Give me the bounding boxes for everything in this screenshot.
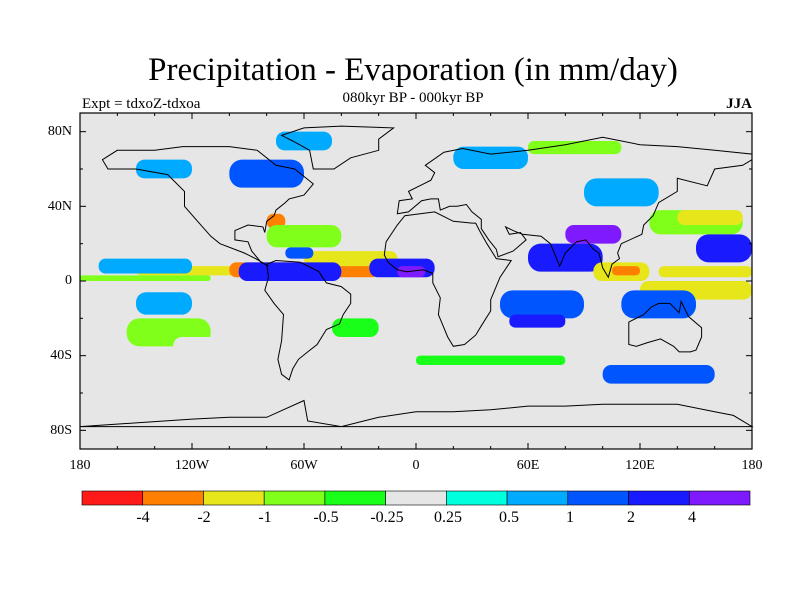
chart-title: Precipitation - Evaporation (in mm/day) [148, 52, 678, 88]
colorbar-label-8: 1 [566, 509, 574, 526]
field-patch-15 [332, 318, 379, 337]
colorbar-swatch-6 [385, 490, 447, 506]
field-patch-26 [696, 234, 752, 263]
colorbar-label-10: 4 [688, 509, 696, 526]
field-patch-7 [266, 225, 342, 248]
field-patch-9 [285, 247, 314, 259]
colorbar-swatch-9 [567, 490, 629, 506]
coastline-5 [628, 299, 703, 353]
lat-label-80s: 80S [50, 423, 72, 438]
colorbar-label-6: 0.25 [434, 509, 462, 526]
coastline-2 [264, 259, 352, 381]
colorbar-swatch-4 [263, 490, 326, 506]
field-patch-18 [500, 290, 584, 319]
colorbar [81, 490, 751, 506]
field-patch-27 [621, 290, 696, 319]
field-patch-34 [80, 374, 752, 393]
lon-label-180e: 180 [741, 458, 763, 473]
colorbar-swatch-5 [324, 490, 386, 506]
field-patch-2 [80, 275, 211, 281]
season-label: JJA [726, 96, 752, 112]
colorbar-label-1: -4 [136, 509, 150, 526]
colorbar-swatch-2 [142, 490, 204, 506]
field-patch-17 [565, 225, 622, 244]
coastline-4 [396, 136, 753, 279]
colorbar-label-2: -2 [197, 509, 211, 526]
field-patch-31 [453, 146, 528, 169]
field-patch-23 [658, 266, 752, 278]
field-patch-32 [528, 141, 622, 155]
field-patch-8 [238, 262, 342, 281]
colorbar-label-5: -0.25 [370, 509, 404, 526]
lon-label-0: 0 [412, 458, 420, 473]
colorbar-label-7: 0.5 [499, 509, 519, 526]
colorbar-swatch-8 [506, 490, 569, 506]
field-patch-3 [98, 258, 192, 274]
field-patch-12 [136, 292, 192, 315]
field-patch-29 [229, 159, 304, 188]
field-patch-35 [416, 355, 566, 365]
colorbar-swatch-1 [81, 490, 144, 506]
coastline-3 [383, 211, 513, 347]
map-layer [80, 113, 752, 449]
lon-label-180w: 180 [69, 458, 91, 473]
lon-label-60e: 60E [516, 458, 540, 473]
lon-label-120e: 120E [625, 458, 655, 473]
lat-label-40s: 40S [50, 348, 72, 363]
field-patch-28 [584, 178, 659, 207]
lon-label-60w: 60W [290, 458, 318, 473]
colorbar-swatch-7 [446, 490, 508, 506]
colorbar-label-3: -1 [258, 509, 272, 526]
coastline-1 [101, 146, 315, 267]
field-patch-33 [276, 131, 332, 151]
field-patch-25 [677, 210, 743, 225]
lat-label-0: 0 [65, 273, 72, 288]
colorbar-label-9: 2 [627, 509, 635, 526]
field-patch-16 [528, 243, 603, 272]
field-patch-30 [136, 159, 192, 179]
colorbar-label-4: -0.5 [313, 509, 339, 526]
chart-subtitle: 080kyr BP - 000kyr BP [342, 90, 484, 106]
field-patch-21 [612, 266, 640, 276]
experiment-label: Expt = tdxoZ-tdxoa [82, 96, 201, 112]
colorbar-swatch-11 [688, 490, 751, 506]
axis-ticks [79, 113, 753, 449]
field-patch-36 [602, 365, 715, 384]
coastline-7 [79, 399, 754, 428]
lon-label-120w: 120W [174, 458, 210, 473]
coastlines [79, 125, 754, 428]
lat-label-80n: 80N [47, 124, 72, 139]
colorbar-swatch-10 [628, 490, 690, 506]
lat-label-40n: 40N [47, 199, 72, 214]
field-patch-19 [509, 314, 566, 328]
coastline-6 [280, 125, 396, 170]
field-patch-14 [173, 337, 248, 356]
colorbar-swatch-3 [203, 490, 265, 506]
